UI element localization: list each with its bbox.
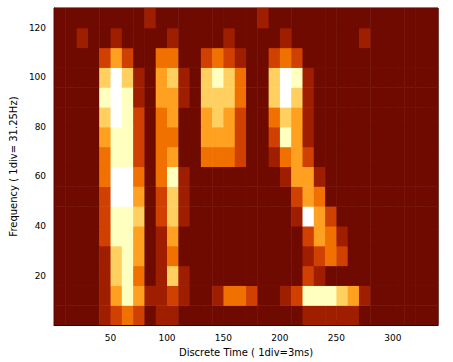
svg-text:250: 250 xyxy=(328,333,345,343)
svg-text:100: 100 xyxy=(158,333,175,343)
svg-text:80: 80 xyxy=(35,122,47,132)
svg-text:120: 120 xyxy=(29,23,46,33)
svg-text:20: 20 xyxy=(35,271,47,281)
svg-text:Frequency ( 1div= 31.25Hz): Frequency ( 1div= 31.25Hz) xyxy=(8,96,19,236)
svg-text:200: 200 xyxy=(271,333,288,343)
svg-text:60: 60 xyxy=(35,171,47,181)
svg-text:100: 100 xyxy=(29,72,46,82)
svg-text:300: 300 xyxy=(384,333,401,343)
svg-text:150: 150 xyxy=(215,333,232,343)
svg-text:40: 40 xyxy=(35,221,47,231)
svg-text:50: 50 xyxy=(105,333,117,343)
svg-text:Discrete Time ( 1div=3ms): Discrete Time ( 1div=3ms) xyxy=(179,347,313,358)
